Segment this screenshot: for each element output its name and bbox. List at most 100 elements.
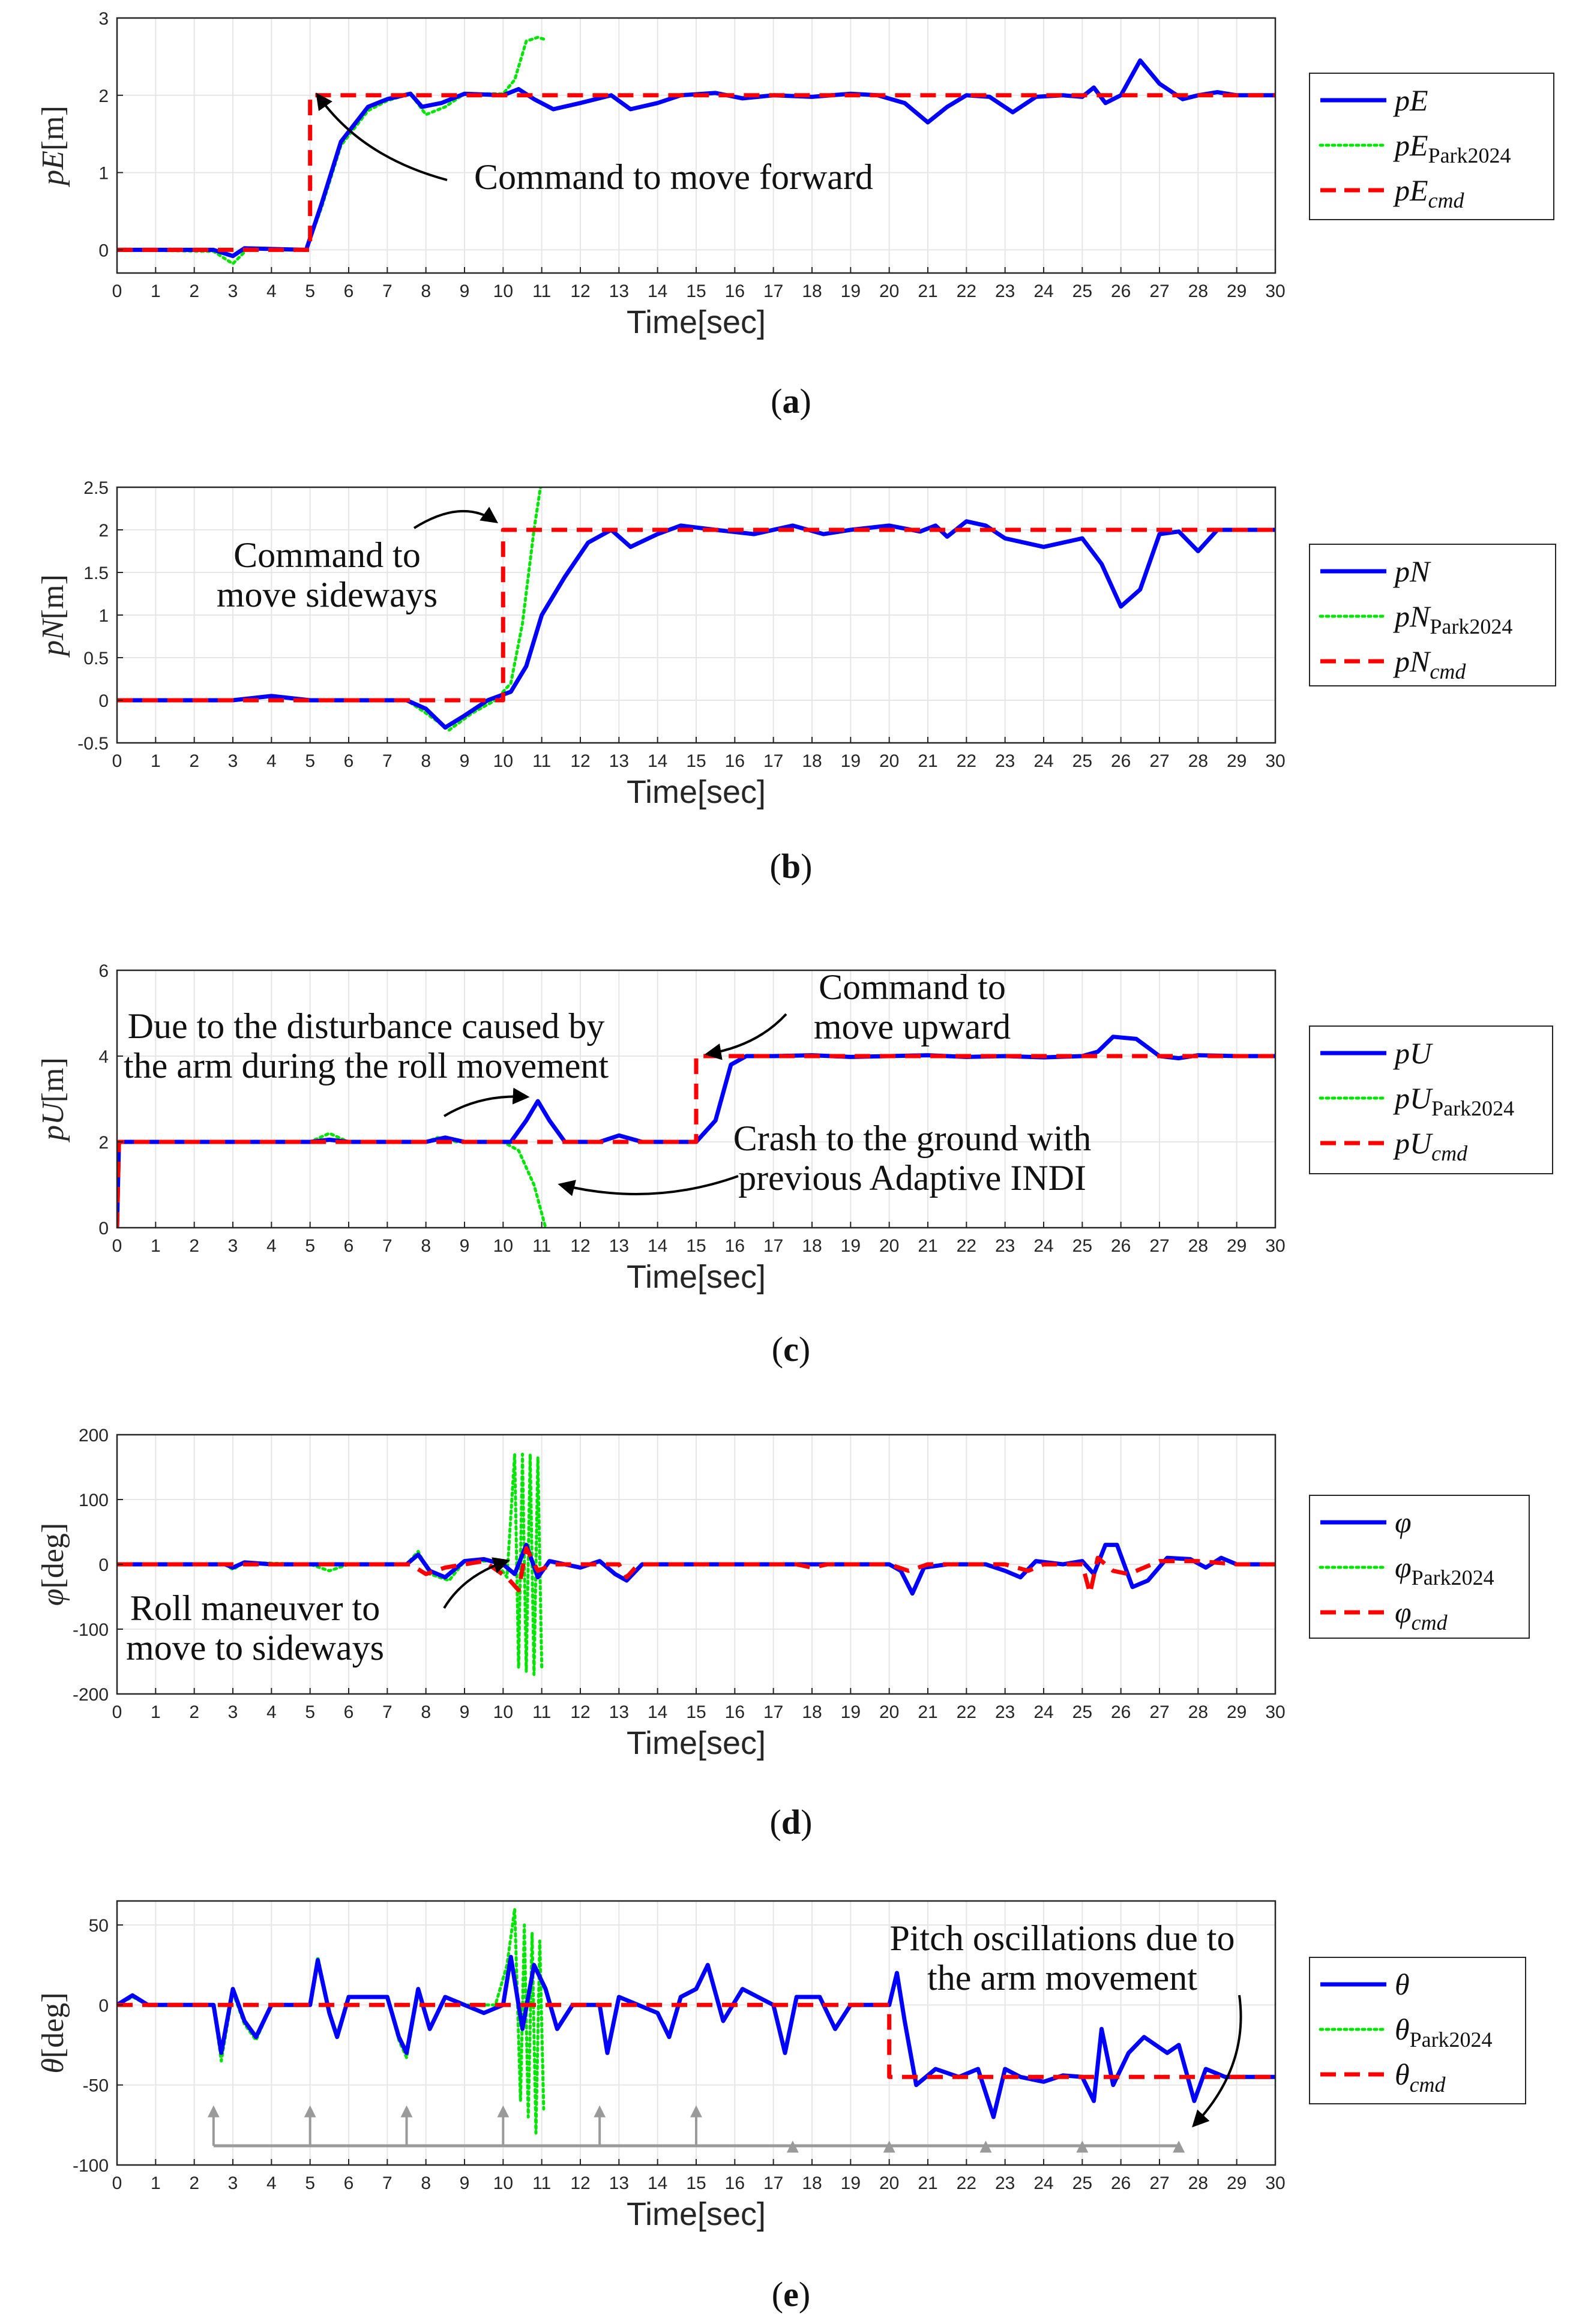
legend-label: φcmd <box>1395 1596 1448 1635</box>
x-axis-label: Time[sec] <box>627 2196 766 2232</box>
x-tick-label: 3 <box>228 281 238 301</box>
x-tick-label: 28 <box>1188 751 1208 771</box>
legend-label: pN <box>1393 554 1431 588</box>
y-axis-label: φ[deg] <box>36 1523 70 1606</box>
legend-label: φPark2024 <box>1395 1551 1494 1590</box>
x-tick-label: 15 <box>686 281 706 301</box>
panel-e: (e) 0 1 2 3 4 5 6 7 8 9 10 11 12 13 14 15 16 17 18 19 20 21 22… <box>36 1900 1526 2314</box>
x-tick-label: 30 <box>1265 1236 1285 1256</box>
y-tick-label: 0 <box>98 1996 109 2016</box>
x-tick-label: 29 <box>1227 2173 1247 2193</box>
x-tick-label: 8 <box>421 1236 431 1256</box>
legend-label-main: pU <box>1393 1126 1433 1160</box>
legend-label-subscript: Park2024 <box>1428 143 1511 167</box>
series-line-θ_cmd <box>117 2002 1275 2079</box>
legend-label-main: pU <box>1393 1081 1433 1115</box>
series-line-φ_cmd <box>117 1546 1275 1596</box>
series-line-pU_cmd <box>117 1054 1275 1228</box>
x-tick-label: 24 <box>1033 751 1053 771</box>
x-tick-label: 26 <box>1111 2173 1131 2193</box>
x-tick-label: 26 <box>1111 281 1131 301</box>
x-tick-label: 9 <box>460 2173 470 2193</box>
x-tick-label: 29 <box>1227 1236 1247 1256</box>
y-tick-label: 1.5 <box>83 563 109 583</box>
x-tick-label: 23 <box>995 2173 1015 2193</box>
x-tick-label: 7 <box>382 2173 392 2193</box>
x-tick-label: 16 <box>725 751 745 771</box>
x-tick-label: 12 <box>570 1702 590 1722</box>
y-tick-label: 4 <box>98 1047 109 1067</box>
x-tick-label: 17 <box>763 281 783 301</box>
x-tick-label: 2 <box>189 1702 199 1722</box>
y-tick-label: 50 <box>89 1916 109 1936</box>
x-tick-label: 5 <box>305 1236 315 1256</box>
x-tick-label: 15 <box>686 1236 706 1256</box>
x-tick-label: 2 <box>189 2173 199 2193</box>
x-tick-label: 1 <box>151 281 161 301</box>
legend-label-subscript: Park2024 <box>1430 614 1512 638</box>
legend-label-main: pU <box>1393 1036 1433 1070</box>
x-tick-label: 25 <box>1072 281 1092 301</box>
y-tick-label: -0.5 <box>77 734 109 754</box>
legend-label: pU <box>1393 1036 1433 1070</box>
x-tick-label: 16 <box>725 1702 745 1722</box>
legend-label-subscript: Park2024 <box>1431 1096 1514 1120</box>
legend-box <box>1309 1025 1553 1174</box>
x-tick-label: 14 <box>648 2173 667 2193</box>
x-tick-label: 6 <box>344 2173 354 2193</box>
series-group <box>117 1907 1275 2135</box>
x-tick-label: 4 <box>266 1236 277 1256</box>
x-axis-label: Time[sec] <box>627 1259 766 1295</box>
x-tick-label: 8 <box>421 2173 431 2193</box>
annotation-arrow <box>704 1013 787 1060</box>
x-tick-label: 11 <box>532 2173 551 2193</box>
y-tick-label: 1 <box>98 606 109 626</box>
x-tick-label: 2 <box>189 751 199 771</box>
x-tick-label: 27 <box>1149 1236 1169 1256</box>
x-tick-label: 30 <box>1265 281 1285 301</box>
legend-label-subscript: cmd <box>1431 1141 1468 1165</box>
y-tick-label: 2 <box>98 86 109 106</box>
y-axis-label-unit: [m] <box>36 106 70 151</box>
x-tick-label: 5 <box>305 751 315 771</box>
series-group <box>117 487 1275 732</box>
annotation-text: move upward <box>814 1007 1011 1046</box>
x-tick-label: 0 <box>112 281 122 301</box>
y-axis-label-symbol: pU <box>36 1100 70 1143</box>
event-markers <box>207 2105 1185 2153</box>
caption-d: (d) <box>770 1803 813 1842</box>
x-tick-label: 29 <box>1227 751 1247 771</box>
legend-label-subscript: cmd <box>1412 1611 1448 1635</box>
annotation-text: the arm movement <box>927 1958 1197 1998</box>
legend-label-main: pN <box>1393 554 1431 588</box>
x-tick-label: 13 <box>609 751 629 771</box>
legend-label-subscript: cmd <box>1428 188 1465 212</box>
x-tick-label: 4 <box>266 2173 277 2193</box>
annotation-arrow <box>413 506 499 529</box>
x-tick-label: 18 <box>802 751 822 771</box>
x-tick-label: 19 <box>841 1236 861 1256</box>
legend-label-main: pE <box>1393 83 1428 117</box>
legend-label-main: φ <box>1395 1551 1412 1584</box>
annotation-arrow <box>1192 1995 1242 2128</box>
x-tick-label: 22 <box>957 1702 976 1722</box>
x-tick-label: 22 <box>957 281 976 301</box>
y-axis-label-symbol: φ <box>36 1588 70 1606</box>
x-tick-label: 5 <box>305 2173 315 2193</box>
x-tick-label: 19 <box>841 2173 861 2193</box>
legend-label-subscript: cmd <box>1410 2073 1446 2097</box>
y-axis: -0.5 0 0.5 1 1.5 2 2.5 <box>77 478 123 754</box>
x-tick-label: 27 <box>1149 2173 1169 2193</box>
series-line-pU <box>117 1034 1275 1228</box>
x-tick-label: 18 <box>802 281 822 301</box>
x-tick-label: 22 <box>957 1236 976 1256</box>
x-tick-label: 10 <box>493 1236 513 1256</box>
annotation-arrow <box>443 1087 530 1117</box>
y-tick-label: 3 <box>98 9 109 29</box>
annotation-text: move sideways <box>217 575 438 614</box>
legend-label: θ <box>1395 1968 1410 2001</box>
